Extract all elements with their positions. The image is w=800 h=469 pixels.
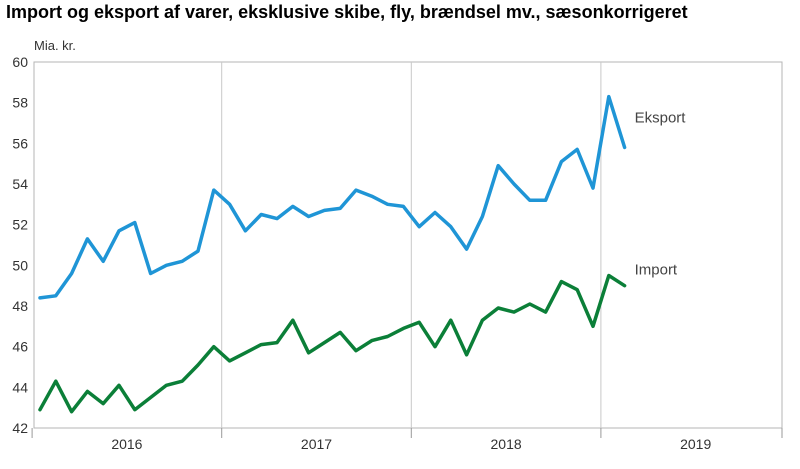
x-tick-label: 2016 [111, 436, 142, 452]
y-axis-unit-label: Mia. kr. [34, 38, 76, 53]
x-tick-label: 2018 [491, 436, 522, 452]
y-tick-label: 48 [12, 298, 28, 314]
y-tick-label: 42 [12, 420, 28, 436]
series-line-import [38, 273, 627, 414]
x-tick-label: 2019 [680, 436, 711, 452]
x-tick-label: 2017 [301, 436, 332, 452]
y-tick-label: 46 [12, 339, 28, 355]
y-tick-label: 52 [12, 217, 28, 233]
y-tick-label: 50 [12, 257, 28, 273]
series-label-eksport: Eksport [635, 109, 687, 126]
y-tick-label: 54 [12, 176, 28, 192]
plot-area-border [33, 61, 783, 429]
series-label-import: Import [635, 262, 678, 279]
y-tick-label: 60 [12, 54, 28, 70]
y-tick-label: 56 [12, 135, 28, 151]
y-tick-label: 44 [12, 379, 28, 395]
series-line-eksport [38, 94, 627, 300]
chart-title: Import og eksport af varer, eksklusive s… [6, 2, 688, 22]
y-tick-label: 58 [12, 95, 28, 111]
